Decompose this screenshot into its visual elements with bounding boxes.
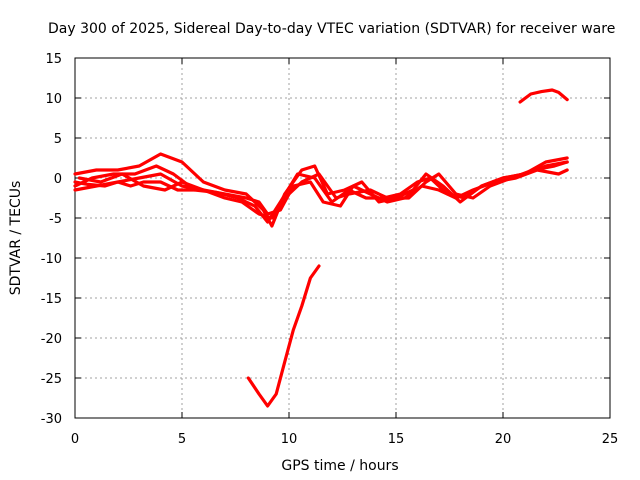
x-tick-label: 10	[281, 432, 298, 447]
series-line-trace-7	[518, 88, 569, 104]
series-line-trace-5	[73, 180, 197, 192]
series-line-trace-6	[246, 264, 321, 408]
x-tick-label: 15	[388, 432, 405, 447]
series-line-trace-1	[73, 160, 569, 224]
x-tick-label: 25	[602, 432, 619, 447]
series-layer	[73, 88, 569, 408]
series-line-trace-4	[77, 160, 569, 220]
y-tick-label: -30	[41, 412, 62, 427]
series-line-trace-2	[73, 152, 569, 228]
y-tick-label: -25	[41, 372, 62, 387]
y-tick-label: 5	[54, 132, 62, 147]
series-line-trace-3	[73, 168, 569, 216]
y-tick-label: -10	[41, 252, 62, 267]
plot-frame	[74, 57, 611, 419]
y-tick-label: -20	[41, 332, 62, 347]
axis-ticks: 0 5 10 15 20 25 -30 -25 -20 -15 -10 -5 0 5 10 15	[41, 52, 619, 447]
y-tick-label: -5	[49, 212, 62, 227]
y-tick-label: -15	[41, 292, 62, 307]
chart-title: Day 300 of 2025, Sidereal Day-to-day VTE…	[48, 21, 615, 37]
y-tick-label: 0	[54, 172, 62, 187]
x-axis-label: GPS time / hours	[281, 458, 398, 474]
y-axis-label: SDTVAR / TECUs	[8, 181, 24, 296]
x-tick-label: 5	[178, 432, 186, 447]
grid-lines	[75, 58, 610, 418]
y-tick-label: 10	[45, 92, 62, 107]
y-tick-label: 15	[45, 52, 62, 67]
x-tick-label: 0	[71, 432, 79, 447]
x-tick-label: 20	[495, 432, 512, 447]
